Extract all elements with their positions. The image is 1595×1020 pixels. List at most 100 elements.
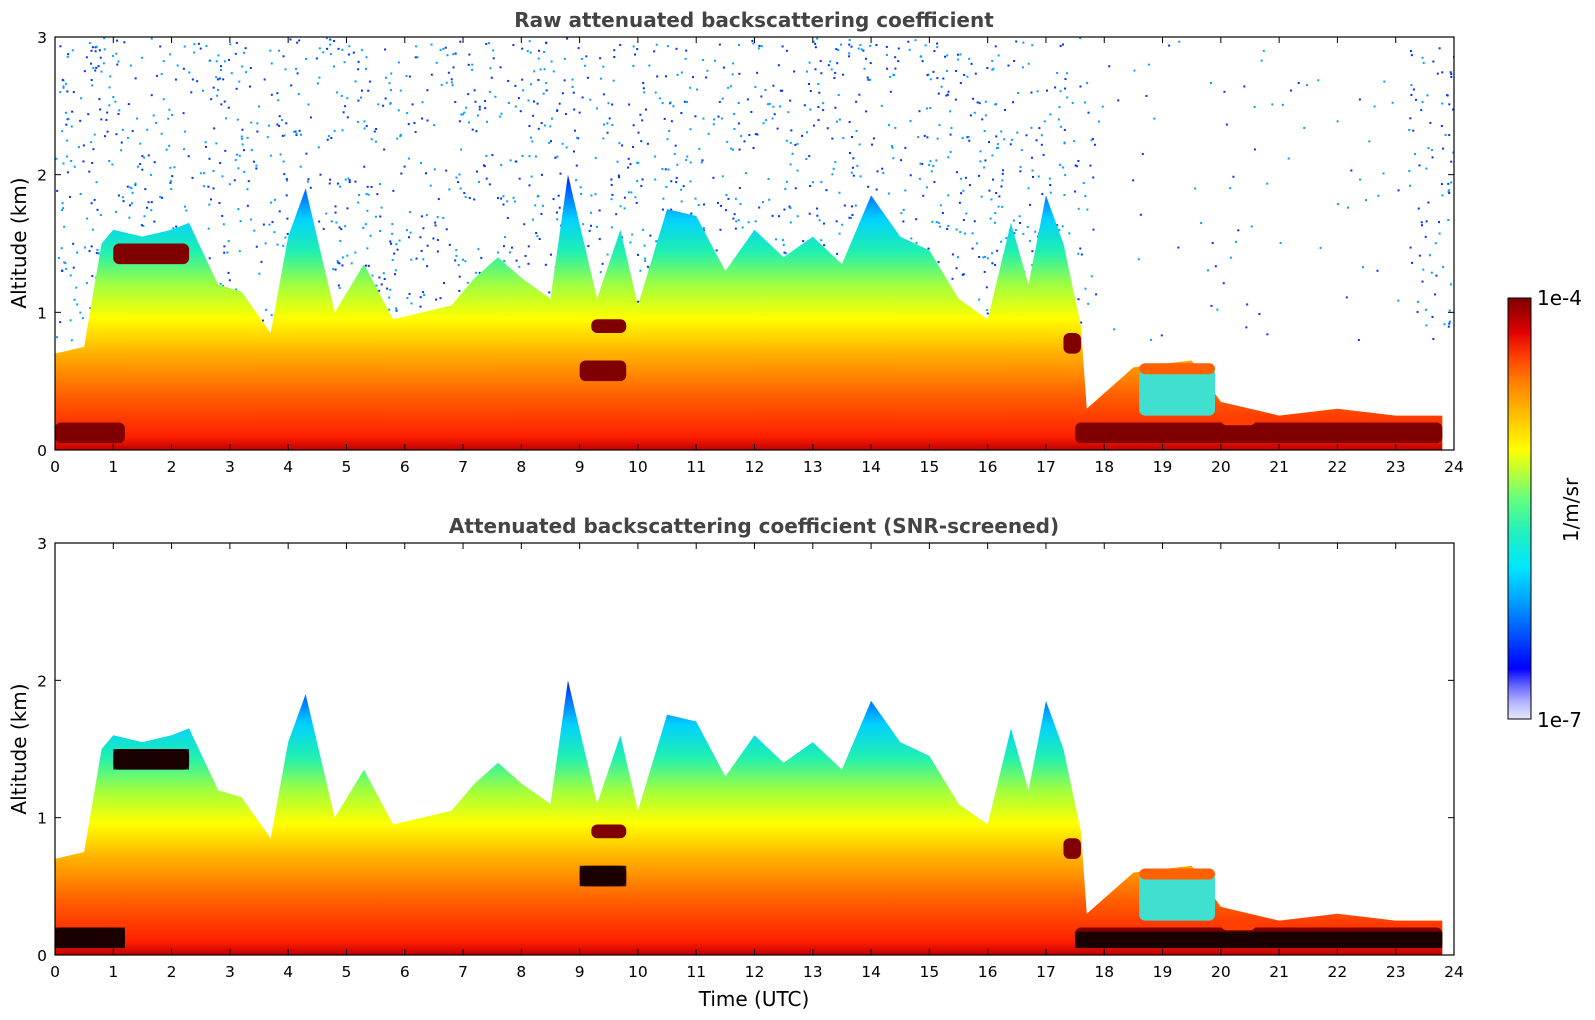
- noise-speck: [754, 133, 757, 136]
- top-panel: Raw attenuated backscattering coefficien…: [7, 8, 1464, 476]
- noise-speck: [94, 69, 97, 72]
- noise-speck: [488, 42, 491, 45]
- noise-speck: [216, 89, 219, 92]
- noise-speck: [712, 123, 715, 126]
- noise-speck: [329, 178, 332, 181]
- top-y-axis-label: Altitude (km): [7, 177, 31, 308]
- noise-speck: [869, 78, 872, 81]
- noise-speck: [914, 39, 917, 42]
- noise-speck: [1000, 185, 1003, 188]
- noise-speck: [733, 213, 736, 216]
- noise-speck: [1246, 303, 1249, 306]
- noise-speck: [897, 60, 900, 63]
- noise-speck: [455, 176, 458, 179]
- noise-speck: [882, 171, 885, 174]
- noise-speck: [1091, 137, 1094, 140]
- noise-speck: [1442, 147, 1445, 150]
- noise-speck: [1028, 239, 1031, 242]
- layer-feature: [1220, 919, 1256, 931]
- noise-speck: [778, 215, 781, 218]
- noise-speck: [521, 47, 524, 50]
- noise-speck: [1434, 242, 1437, 245]
- noise-speck: [834, 71, 837, 74]
- noise-speck: [1068, 232, 1071, 235]
- top-panel-title: Raw attenuated backscattering coefficien…: [514, 8, 994, 32]
- noise-speck: [836, 252, 839, 255]
- noise-speck: [1260, 59, 1263, 62]
- noise-speck: [812, 181, 815, 184]
- noise-speck: [228, 183, 231, 186]
- noise-speck: [208, 257, 211, 260]
- noise-speck: [531, 218, 534, 221]
- noise-speck: [557, 194, 560, 197]
- noise-speck: [578, 111, 581, 114]
- noise-speck: [380, 283, 383, 286]
- noise-speck: [739, 203, 742, 206]
- noise-speck: [458, 289, 461, 292]
- noise-speck: [894, 67, 897, 70]
- noise-speck: [237, 167, 240, 170]
- noise-speck: [680, 71, 683, 74]
- noise-speck: [991, 59, 994, 62]
- noise-speck: [202, 185, 205, 188]
- noise-speck: [518, 265, 521, 268]
- noise-speck: [1030, 91, 1033, 94]
- noise-speck: [75, 286, 78, 289]
- noise-speck: [529, 136, 532, 139]
- noise-speck: [425, 214, 428, 217]
- noise-speck: [640, 184, 643, 187]
- noise-speck: [730, 147, 733, 150]
- noise-speck: [238, 250, 241, 253]
- noise-speck: [1420, 109, 1423, 112]
- noise-speck: [270, 314, 273, 317]
- noise-speck: [444, 46, 447, 49]
- noise-speck: [108, 86, 111, 89]
- noise-speck: [794, 187, 797, 190]
- noise-speck: [1077, 252, 1080, 255]
- noise-speck: [997, 54, 1000, 57]
- noise-speck: [1064, 78, 1067, 81]
- noise-speck: [363, 127, 366, 130]
- noise-speck: [72, 91, 75, 94]
- noise-speck: [752, 42, 755, 45]
- noise-speck: [432, 237, 435, 240]
- noise-speck: [84, 246, 87, 249]
- noise-speck: [611, 124, 614, 127]
- noise-speck: [718, 43, 721, 46]
- noise-speck: [968, 139, 971, 142]
- noise-speck: [842, 73, 845, 76]
- noise-speck: [1232, 175, 1235, 178]
- noise-speck: [420, 249, 423, 252]
- noise-speck: [692, 76, 695, 79]
- noise-speck: [550, 140, 553, 143]
- noise-speck: [319, 173, 322, 176]
- noise-speck: [962, 189, 965, 192]
- noise-speck: [1373, 105, 1376, 108]
- noise-speck: [880, 104, 883, 107]
- noise-speck: [852, 174, 855, 177]
- noise-speck: [473, 198, 476, 201]
- noise-speck: [318, 47, 321, 50]
- noise-speck: [777, 64, 780, 67]
- noise-speck: [796, 169, 799, 172]
- noise-speck: [278, 210, 281, 213]
- noise-speck: [988, 189, 991, 192]
- noise-speck: [445, 81, 448, 84]
- noise-speck: [834, 161, 837, 164]
- noise-speck: [904, 189, 907, 192]
- noise-speck: [457, 181, 460, 184]
- noise-speck: [863, 67, 866, 70]
- noise-speck: [922, 194, 925, 197]
- noise-speck: [919, 55, 922, 58]
- y-tick-label: 0: [37, 947, 47, 965]
- noise-speck: [467, 93, 470, 96]
- noise-speck: [1014, 229, 1017, 232]
- x-tick-label: 1: [108, 963, 118, 981]
- noise-speck: [703, 203, 706, 206]
- noise-speck: [1005, 237, 1008, 240]
- noise-speck: [627, 191, 630, 194]
- noise-speck: [507, 79, 510, 82]
- noise-speck: [126, 185, 129, 188]
- x-tick-label: 11: [686, 963, 706, 981]
- noise-speck: [59, 91, 62, 94]
